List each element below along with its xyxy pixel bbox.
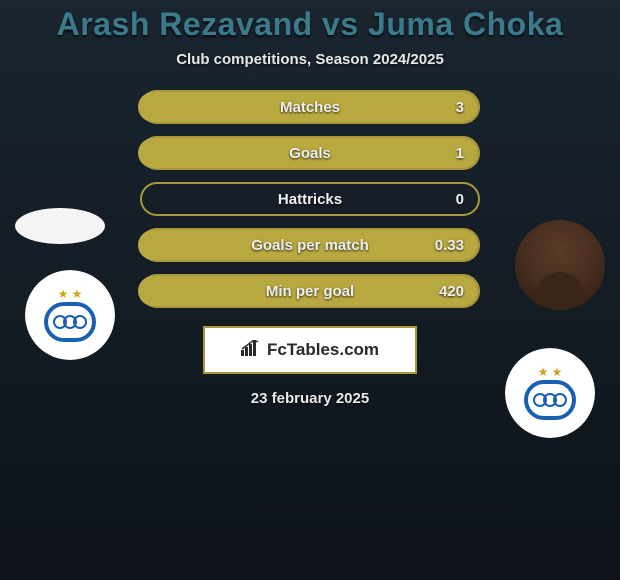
stat-label: Min per goal: [266, 283, 354, 300]
chart-icon: [241, 340, 261, 361]
club-left-badge: ★ ★: [25, 270, 115, 360]
stat-row: Hattricks 0: [140, 182, 480, 216]
player-right-avatar: [515, 220, 605, 310]
infographic-content: Arash Rezavand vs Juma Choka Club compet…: [0, 0, 620, 580]
stat-row: Min per goal 420: [140, 274, 480, 308]
stat-row: Goals 1: [140, 136, 480, 170]
player-left-avatar: [15, 208, 105, 244]
stat-label: Hattricks: [278, 191, 342, 208]
star-icon: ★ ★: [538, 366, 563, 378]
stat-value-right: 1: [456, 145, 464, 162]
stat-label: Goals per match: [251, 237, 369, 254]
club-right-badge: ★ ★: [505, 348, 595, 438]
star-icon: ★ ★: [58, 288, 83, 300]
watermark-text: FcTables.com: [267, 340, 379, 360]
date-text: 23 february 2025: [251, 390, 369, 407]
watermark-box: FcTables.com: [203, 326, 417, 374]
stats-container: ★ ★ ★ ★ Matches3Goals1Hattricks0Goals pe…: [0, 90, 620, 308]
stat-value-right: 0: [456, 191, 464, 208]
stat-value-right: 420: [439, 283, 464, 300]
page-title: Arash Rezavand vs Juma Choka: [57, 6, 564, 43]
stat-row: Goals per match 0.33: [140, 228, 480, 262]
page-subtitle: Club competitions, Season 2024/2025: [176, 51, 444, 68]
stat-value-right: 0.33: [435, 237, 464, 254]
stat-label: Goals: [289, 145, 331, 162]
stat-label: Matches: [280, 99, 340, 116]
stat-row: Matches 3: [140, 90, 480, 124]
stat-value-right: 3: [456, 99, 464, 116]
